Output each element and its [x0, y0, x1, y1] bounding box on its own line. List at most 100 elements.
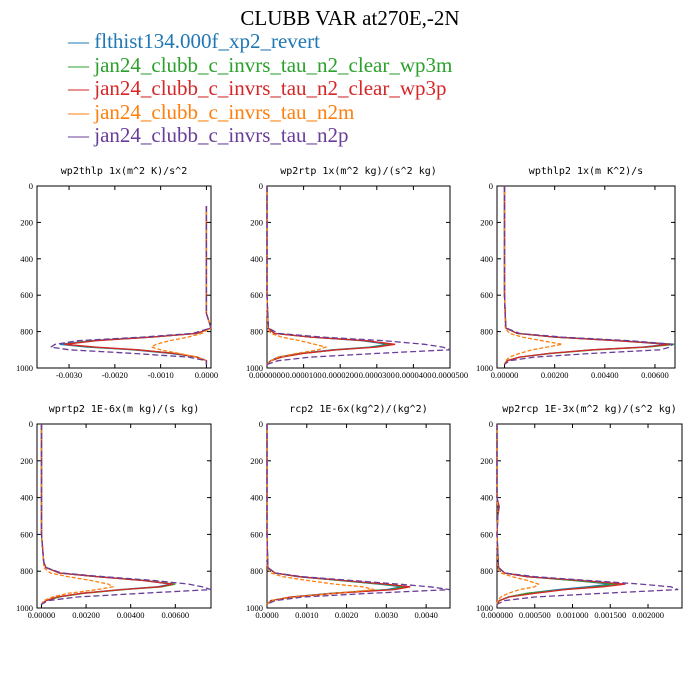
chart-title: CLUBB VAR at270E,-2N: [240, 6, 460, 30]
panel-title: wpthlp2 1x(m K^2)/s: [529, 166, 643, 177]
x-tick-label: 0.001500: [594, 610, 626, 620]
series-line: [64, 206, 212, 365]
y-tick-label: 400: [20, 493, 33, 503]
plot-frame: [36, 185, 212, 369]
y-tick-label: 600: [480, 529, 493, 539]
series-line: [266, 424, 407, 605]
y-tick-label: 1000: [246, 363, 263, 373]
y-tick-label: 600: [480, 290, 493, 300]
series-line: [149, 206, 212, 365]
x-tick-label: 0.0000200: [322, 370, 358, 380]
x-tick-label: 0.0040: [414, 610, 437, 620]
y-tick-label: 1000: [476, 363, 493, 373]
y-tick-label: 400: [250, 493, 263, 503]
legend-item: — jan24_clubb_c_invrs_tau_n2m: [68, 99, 355, 124]
x-tick-label: 0.00600: [161, 610, 189, 620]
x-tick-label: 0.000000: [481, 610, 513, 620]
y-tick-label: 400: [480, 254, 493, 264]
x-tick-label: 0.0000500: [432, 370, 468, 380]
series-line: [40, 424, 174, 605]
x-tick-label: 0.0000400: [395, 370, 431, 380]
series-line: [40, 424, 212, 605]
plot-frame: [496, 423, 683, 609]
x-tick-label: 0.0000: [195, 370, 218, 380]
series-line: [503, 186, 676, 365]
x-tick-label: 0.0000300: [359, 370, 395, 380]
y-tick-label: 0: [489, 181, 493, 191]
y-tick-label: 800: [250, 327, 263, 337]
series-line: [266, 424, 375, 605]
panel-title: wp2rtp 1x(m^2 kg)/(s^2 kg): [280, 166, 437, 177]
y-tick-label: 800: [250, 566, 263, 576]
legend-item: — jan24_clubb_c_invrs_tau_n2_clear_wp3m: [68, 52, 453, 77]
x-tick-label: 0.00600: [641, 370, 669, 380]
y-tick-label: 800: [480, 566, 493, 576]
panel-title: wprtp2 1E-6x(m kg)/(s kg): [49, 404, 200, 415]
series-line: [503, 186, 671, 365]
panel-title: wp2rcp 1E-3x(m^2 kg)/(s^2 kg): [502, 404, 677, 415]
x-tick-label: -0.0030: [56, 370, 82, 380]
x-tick-label: 0.002000: [632, 610, 664, 620]
y-tick-label: 200: [480, 217, 493, 227]
x-tick-label: 0.00200: [72, 610, 100, 620]
x-tick-label: 0.0000100: [286, 370, 322, 380]
x-tick-label: 0.0020: [335, 610, 358, 620]
y-tick-label: 1000: [16, 363, 33, 373]
y-tick-label: 800: [20, 327, 33, 337]
y-tick-label: 200: [480, 456, 493, 466]
y-tick-label: 1000: [16, 603, 33, 613]
series-line: [496, 424, 679, 605]
y-tick-label: 400: [250, 254, 263, 264]
x-tick-label: 0.0000000: [249, 370, 285, 380]
y-tick-label: 1000: [246, 603, 263, 613]
x-tick-label: 0.001000: [557, 610, 589, 620]
legend-item: — jan24_clubb_c_invrs_tau_n2_clear_wp3p: [68, 76, 447, 100]
series-line: [496, 424, 540, 605]
x-tick-label: 0.00200: [541, 370, 569, 380]
y-tick-label: 600: [20, 290, 33, 300]
y-tick-label: 400: [20, 254, 33, 264]
legend: — flthist134.000f_xp2_revert — jan24_clu…: [68, 29, 453, 148]
series-line: [496, 424, 626, 605]
y-tick-label: 800: [480, 327, 493, 337]
x-tick-label: 0.00400: [117, 610, 145, 620]
legend-item: — jan24_clubb_c_invrs_tau_n2p: [68, 123, 349, 147]
panel-title: rcp2 1E-6x(kg^2)/(kg^2): [289, 404, 427, 415]
plot-frame: [496, 185, 676, 369]
x-tick-label: 0.000500: [519, 610, 551, 620]
x-tick-label: 0.0030: [375, 610, 398, 620]
x-tick-label: 0.0010: [295, 610, 318, 620]
y-tick-label: 200: [20, 217, 33, 227]
series-line: [266, 424, 403, 605]
x-tick-label: 0.0000: [255, 610, 278, 620]
y-tick-label: 600: [250, 290, 263, 300]
series-line: [503, 186, 563, 365]
y-tick-label: 200: [20, 456, 33, 466]
y-tick-label: 200: [250, 456, 263, 466]
y-tick-label: 0: [489, 419, 493, 429]
x-tick-label: 0.00000: [28, 610, 56, 620]
y-tick-label: 0: [259, 181, 263, 191]
x-tick-label: 0.00400: [591, 370, 619, 380]
y-tick-label: 600: [20, 529, 33, 539]
panel-title: wp2thlp 1x(m^2 K)/s^2: [61, 166, 187, 177]
series-line: [266, 186, 451, 366]
plot-frame: [36, 423, 212, 609]
x-tick-label: 0.00000: [491, 370, 519, 380]
legend-item: — flthist134.000f_xp2_revert: [68, 29, 320, 53]
x-tick-label: -0.0010: [148, 370, 174, 380]
y-tick-label: 200: [250, 217, 263, 227]
y-tick-label: 600: [250, 529, 263, 539]
y-tick-label: 0: [29, 181, 33, 191]
x-tick-label: -0.0020: [102, 370, 128, 380]
series-line: [503, 186, 668, 365]
y-tick-label: 1000: [476, 603, 493, 613]
series-line: [266, 424, 451, 605]
series-line: [503, 186, 674, 365]
y-tick-label: 800: [20, 566, 33, 576]
y-tick-label: 400: [480, 493, 493, 503]
y-tick-label: 0: [29, 419, 33, 429]
series-line: [48, 206, 212, 365]
y-tick-label: 0: [259, 419, 263, 429]
